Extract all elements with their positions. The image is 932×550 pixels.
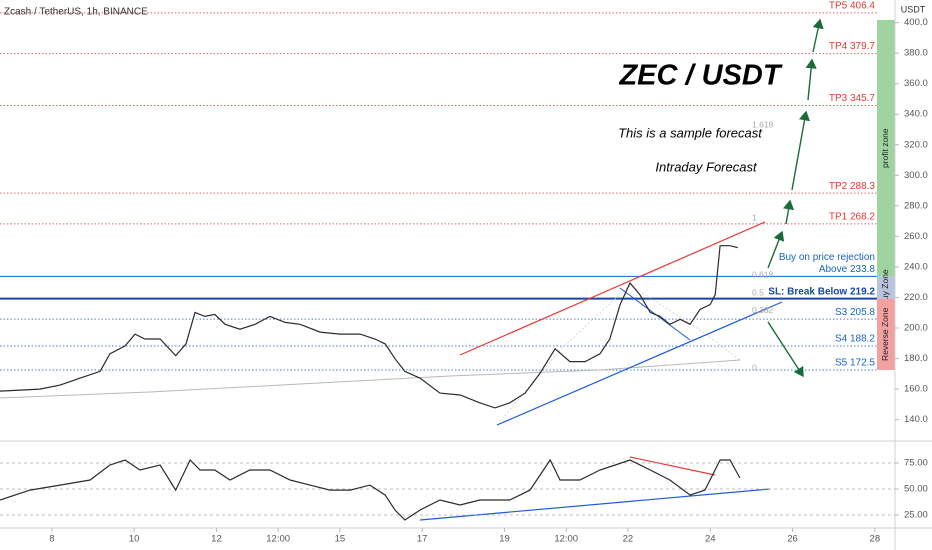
y-tick-label: 200.0 — [904, 323, 928, 334]
forecast-arrows — [767, 18, 824, 378]
y-tick-label: 400.0 — [904, 17, 928, 28]
level-label: TP3 345.7 — [829, 93, 876, 104]
note: This is a sample forecast — [618, 125, 763, 140]
x-tick-label: 17 — [417, 534, 428, 545]
zone-label: profit zone — [880, 128, 890, 168]
fib-label: 0 — [752, 362, 757, 372]
fib-label: 1 — [752, 212, 757, 222]
rsi-trendline-lower — [419, 488, 771, 521]
y-tick-label: 50.00 — [904, 484, 928, 495]
arrow — [767, 230, 785, 269]
arrow — [805, 58, 817, 101]
y-axis-label: USDT — [901, 4, 926, 14]
rsi-trendline-upper — [629, 456, 716, 476]
y-tick-label: 360.0 — [904, 78, 928, 89]
note: Intraday Forecast — [655, 159, 758, 174]
zone-label: Buy Zone — [880, 269, 890, 306]
level-label: SL: Break Below 219.2 — [768, 286, 875, 297]
level-label: TP1 268.2 — [829, 212, 876, 223]
level-label: S5 172.5 — [835, 358, 875, 369]
rsi-line — [0, 458, 741, 521]
x-tick-label: 28 — [870, 534, 881, 545]
zone-label: Reverse Zone — [880, 307, 890, 361]
y-tick-label: 280.0 — [904, 200, 928, 211]
x-tick-label: 26 — [787, 534, 798, 545]
arrow — [767, 321, 804, 378]
zone — [877, 20, 895, 277]
trendline-upper — [459, 221, 766, 356]
x-tick-label: 12:00 — [554, 534, 578, 545]
price-line — [0, 245, 738, 409]
chart-title: Zcash / TetherUS, 1h, BINANCE — [4, 7, 148, 18]
y-tick-label: 220.0 — [904, 292, 928, 303]
y-tick-label: 320.0 — [904, 139, 928, 150]
x-tick-label: 15 — [335, 534, 346, 545]
level-label: S3 205.8 — [835, 307, 875, 318]
level-label: TP2 288.3 — [829, 181, 876, 192]
x-tick-label: 24 — [705, 534, 716, 545]
x-tick-label: 8 — [49, 534, 54, 545]
x-tick-label: 12 — [211, 534, 222, 545]
arrow — [791, 110, 811, 191]
x-tick-label: 10 — [129, 534, 140, 545]
arrow — [812, 18, 824, 53]
level-note: Buy on price rejection — [779, 252, 875, 263]
y-tick-label: 75.00 — [904, 458, 928, 469]
arrow — [783, 199, 795, 225]
y-tick-label: 300.0 — [904, 170, 928, 181]
y-tick-label: 160.0 — [904, 384, 928, 395]
moving-average — [0, 359, 741, 399]
x-tick-label: 22 — [623, 534, 634, 545]
level-label: TP5 406.4 — [829, 0, 876, 11]
fib-label: 1.618 — [752, 120, 774, 130]
y-tick-label: 260.0 — [904, 231, 928, 242]
y-tick-label: 340.0 — [904, 109, 928, 120]
x-tick-label: 12:00 — [266, 534, 290, 545]
fib-label: 0.382 — [752, 305, 774, 315]
level-label: Above 233.8 — [819, 264, 876, 275]
y-tick-label: 140.0 — [904, 414, 928, 425]
level-label: S4 188.2 — [835, 334, 875, 345]
y-tick-label: 25.00 — [904, 510, 928, 521]
trendline-lower — [496, 301, 783, 426]
levels: TP5 406.4 TP4 379.7 TP3 345.7 TP2 288.3 TP1 … — [0, 0, 877, 371]
headline: ZEC / USDT — [618, 60, 782, 92]
fib-label: 0.618 — [752, 270, 774, 280]
zone — [877, 276, 895, 299]
y-tick-label: 240.0 — [904, 261, 928, 272]
x-tick-label: 19 — [499, 534, 510, 545]
y-tick-label: 380.0 — [904, 48, 928, 59]
fib-label: 0.5 — [752, 287, 764, 297]
zone — [877, 298, 895, 370]
level-label: TP4 379.7 — [829, 41, 876, 52]
y-tick-label: 180.0 — [904, 353, 928, 364]
